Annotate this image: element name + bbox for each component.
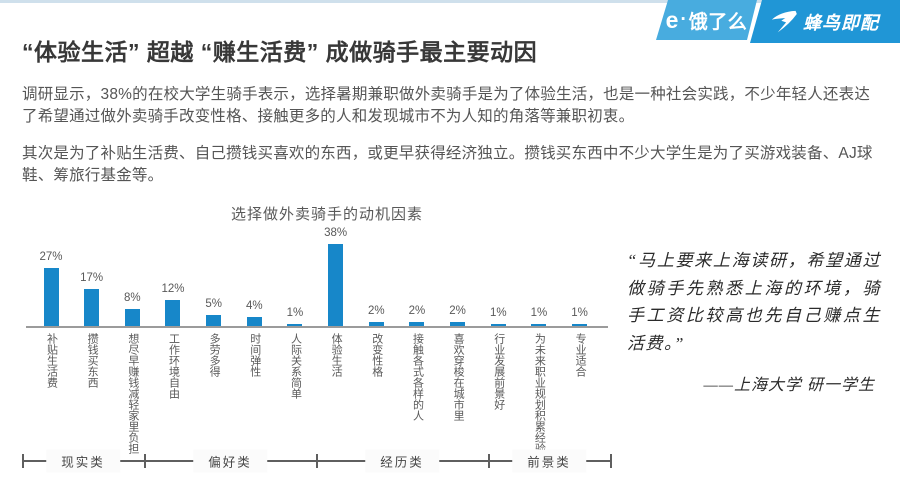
bar-value-label: 17% [80, 272, 104, 285]
chart-plot-area: 27% 补贴生活费 17% 攒钱买东西 8% 想尽早赚钱减轻家里负担 12% 工作环境自由 5%… [20, 203, 634, 485]
bar-category-label: 多劳多得 [208, 333, 221, 377]
group-label: 偏好类 [193, 449, 267, 473]
bar [328, 244, 344, 326]
bar-value-label: 4% [245, 300, 263, 313]
bar [409, 321, 425, 326]
bar-value-label: 2% [367, 304, 385, 317]
bar-value-label: 1% [571, 306, 588, 319]
bar-value-label: 1% [489, 306, 507, 319]
bar-value-label: 1% [530, 306, 548, 319]
bar [287, 323, 303, 326]
bar-category-label: 专业适合 [574, 333, 587, 377]
bar-category-label: 攒钱买东西 [86, 333, 99, 388]
bar [43, 267, 59, 326]
top-accent-strip [0, 0, 900, 3]
bar-value-label: 38% [324, 227, 348, 240]
bar-category-label: 工作环境自由 [167, 333, 180, 399]
bar-category-label: 为未来职业规划积累经验 [533, 333, 546, 454]
bar-value-label: 2% [449, 304, 466, 317]
bar-category-label: 改变性格 [370, 333, 383, 377]
eleme-wordmark: 饿了么 [688, 11, 748, 33]
bar [490, 323, 506, 326]
bar [124, 308, 140, 326]
bar-category-label: 行业发展前景好 [492, 333, 505, 410]
group-label: 现实类 [46, 449, 120, 473]
bar [165, 300, 181, 326]
bar-category-label: 补贴生活费 [45, 333, 58, 388]
bar-category-label: 体验生活 [330, 333, 343, 377]
body-paragraph-2: 其次是为了补贴生活费、自己攒钱买喜欢的东西，或更早获得经济独立。攒钱买东西中不少… [22, 145, 873, 185]
bar-category-label: 人际关系简单 [289, 333, 302, 399]
bar-value-label: 12% [161, 283, 185, 296]
bar-value-label: 1% [286, 306, 304, 319]
quote-attribution: ——上海大学 研一学生 [703, 377, 875, 395]
bracket-tick [610, 454, 612, 468]
fengniao-wordmark: 蜂鸟即配 [803, 12, 879, 33]
bracket-tick [22, 454, 24, 468]
eleme-logo-banner: e · 饿了么 [656, 0, 757, 40]
bar-category-label: 想尽早赚钱减轻家里负担 [126, 333, 139, 454]
bracket-tick [316, 454, 318, 468]
bar-value-label: 8% [124, 291, 141, 304]
page-title: “体验生活” 超越 “赚生活费” 成做骑手最主要动因 [22, 39, 538, 65]
bar-category-label: 接触各式各样的人 [411, 333, 424, 421]
bar [572, 323, 588, 326]
bar [206, 315, 222, 326]
body-paragraph-1: 调研显示，38%的在校大学生骑手表示，选择暑期兼职做外卖骑手是为了体验生活，也是… [22, 86, 871, 126]
bar-category-label: 喜欢穿梭在城市里 [452, 333, 465, 421]
bar [368, 321, 384, 326]
bar [84, 289, 100, 326]
group-label: 经历类 [365, 449, 439, 473]
chart-title: 选择做外卖骑手的动机因素 [230, 206, 423, 223]
category-group-bracket: 现实类 偏好类 经历类 前景类 [20, 449, 634, 473]
bracket-tick [144, 454, 146, 468]
bar-value-label: 27% [39, 250, 63, 263]
group-label: 前景类 [512, 449, 586, 473]
bar [531, 323, 547, 326]
x-axis-line [26, 326, 608, 328]
eleme-e-icon: e [665, 6, 679, 33]
bar [450, 321, 466, 326]
bar [246, 317, 262, 326]
motivation-bar-chart: 选择做外卖骑手的动机因素 27% 补贴生活费 17% 攒钱买东西 8% 想尽早赚钱减轻家里… [20, 203, 634, 485]
fengniao-logo-banner: 蜂鸟即配 [750, 0, 900, 43]
bar-value-label: 2% [408, 304, 426, 317]
eleme-dot-icon: · [680, 9, 687, 30]
bar-category-label: 时间弹性 [248, 333, 261, 377]
bracket-tick [488, 454, 490, 468]
quote-text: “马上要来上海读研，希望通过做骑手先熟悉上海的环境，骑手工资比较高也先自己赚点生… [627, 251, 881, 353]
fengniao-bird-icon [771, 10, 797, 32]
bar-value-label: 5% [205, 298, 222, 311]
student-quote-block: “马上要来上海读研，希望通过做骑手先熟悉上海的环境，骑手工资比较高也先自己赚点生… [627, 247, 881, 399]
